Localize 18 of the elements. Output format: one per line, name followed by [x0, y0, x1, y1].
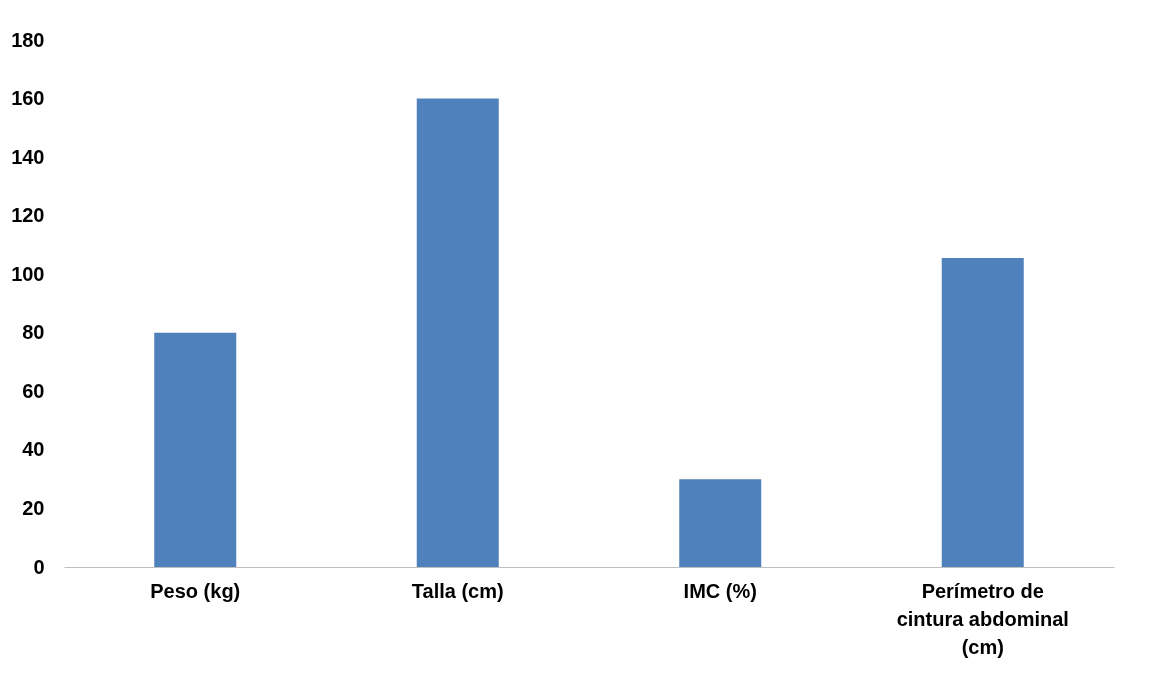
y-tick-label: 120	[11, 204, 45, 227]
y-tick-label: 80	[22, 321, 45, 344]
y-tick-label: 60	[22, 379, 45, 402]
y-tick-label: 100	[11, 262, 45, 285]
x-tick-label: Perímetro de cintura abdominal (cm)	[896, 579, 1069, 658]
x-tick-label: Talla (cm)	[411, 579, 504, 602]
y-tick-label: 20	[22, 496, 45, 519]
y-tick-label: 0	[33, 555, 45, 578]
bar	[941, 258, 1024, 567]
x-tick-label: IMC (%)	[683, 579, 757, 602]
y-tick-label: 140	[11, 145, 45, 168]
y-tick-label: 40	[22, 438, 45, 461]
x-tick-label: Peso (kg)	[150, 579, 241, 602]
bar	[679, 479, 762, 567]
bar	[154, 332, 237, 567]
y-tick-label: 180	[11, 28, 45, 51]
bar	[416, 98, 499, 567]
y-tick-label: 160	[11, 87, 45, 110]
